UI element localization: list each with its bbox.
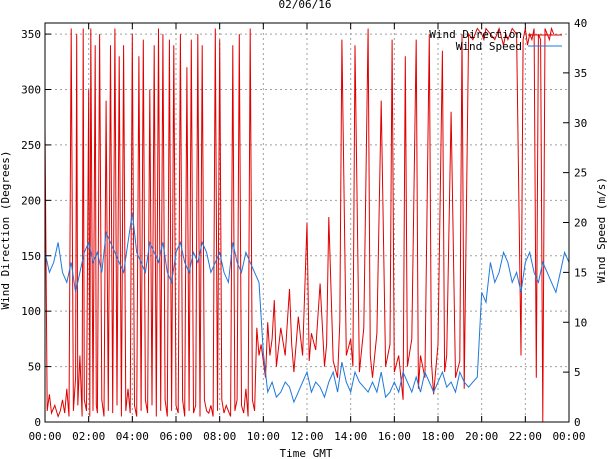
x-tick-label: 08:00 [203, 430, 236, 443]
left-tick-label: 150 [21, 250, 41, 263]
left-tick-label: 50 [28, 361, 41, 374]
legend-label-wind-direction: Wind Direction [429, 28, 522, 41]
x-tick-label: 22:00 [509, 430, 542, 443]
right-tick-label: 10 [574, 316, 587, 329]
left-tick-label: 100 [21, 305, 41, 318]
wind-direction-series [44, 26, 555, 423]
left-tick-label: 250 [21, 139, 41, 152]
left-tick-label: 0 [34, 416, 41, 429]
x-tick-label: 02:00 [72, 430, 105, 443]
legend-label-wind-speed: Wind Speed [456, 40, 522, 53]
x-tick-label: 12:00 [290, 430, 323, 443]
right-tick-label: 30 [574, 117, 587, 130]
x-axis-title: Time GMT [280, 447, 333, 459]
x-axis-tick-labels: 00:00 02:00 04:00 06:00 08:00 10:00 12:00 14:00… [28, 430, 585, 443]
x-tick-label: 14:00 [334, 430, 367, 443]
right-axis-title: Wind Speed (m/s) [595, 177, 608, 283]
right-tick-label: 40 [574, 17, 587, 30]
wind-direction-line [44, 26, 555, 423]
right-tick-label: 25 [574, 167, 587, 180]
legend: Wind Direction Wind Speed [429, 28, 562, 53]
right-tick-label: 0 [574, 416, 581, 429]
left-tick-label: 200 [21, 194, 41, 207]
wind-speed-series [44, 212, 570, 404]
right-tick-label: 15 [574, 266, 587, 279]
x-tick-label: 06:00 [159, 430, 192, 443]
x-tick-label: 04:00 [116, 430, 149, 443]
x-tick-label: 20:00 [465, 430, 498, 443]
left-axis-tick-labels: 0 50 100 150 200 250 300 350 [21, 28, 41, 429]
x-tick-label: 10:00 [247, 430, 280, 443]
right-tick-label: 20 [574, 217, 587, 230]
x-tick-label: 16:00 [378, 430, 411, 443]
left-axis-title: Wind Direction (Degrees) [0, 151, 12, 310]
left-tick-label: 300 [21, 84, 41, 97]
x-tick-label: 00:00 [28, 430, 61, 443]
x-tick-label: 00:00 [552, 430, 585, 443]
axis-ticks [44, 22, 570, 423]
wind-speed-line [44, 212, 570, 404]
right-tick-label: 35 [574, 67, 587, 80]
x-tick-label: 18:00 [421, 430, 454, 443]
chart-title: 02/06/16 [279, 0, 332, 11]
right-axis-tick-labels: 0 5 10 15 20 25 30 35 40 [574, 17, 587, 429]
right-tick-label: 5 [574, 366, 581, 379]
left-tick-label: 350 [21, 28, 41, 41]
